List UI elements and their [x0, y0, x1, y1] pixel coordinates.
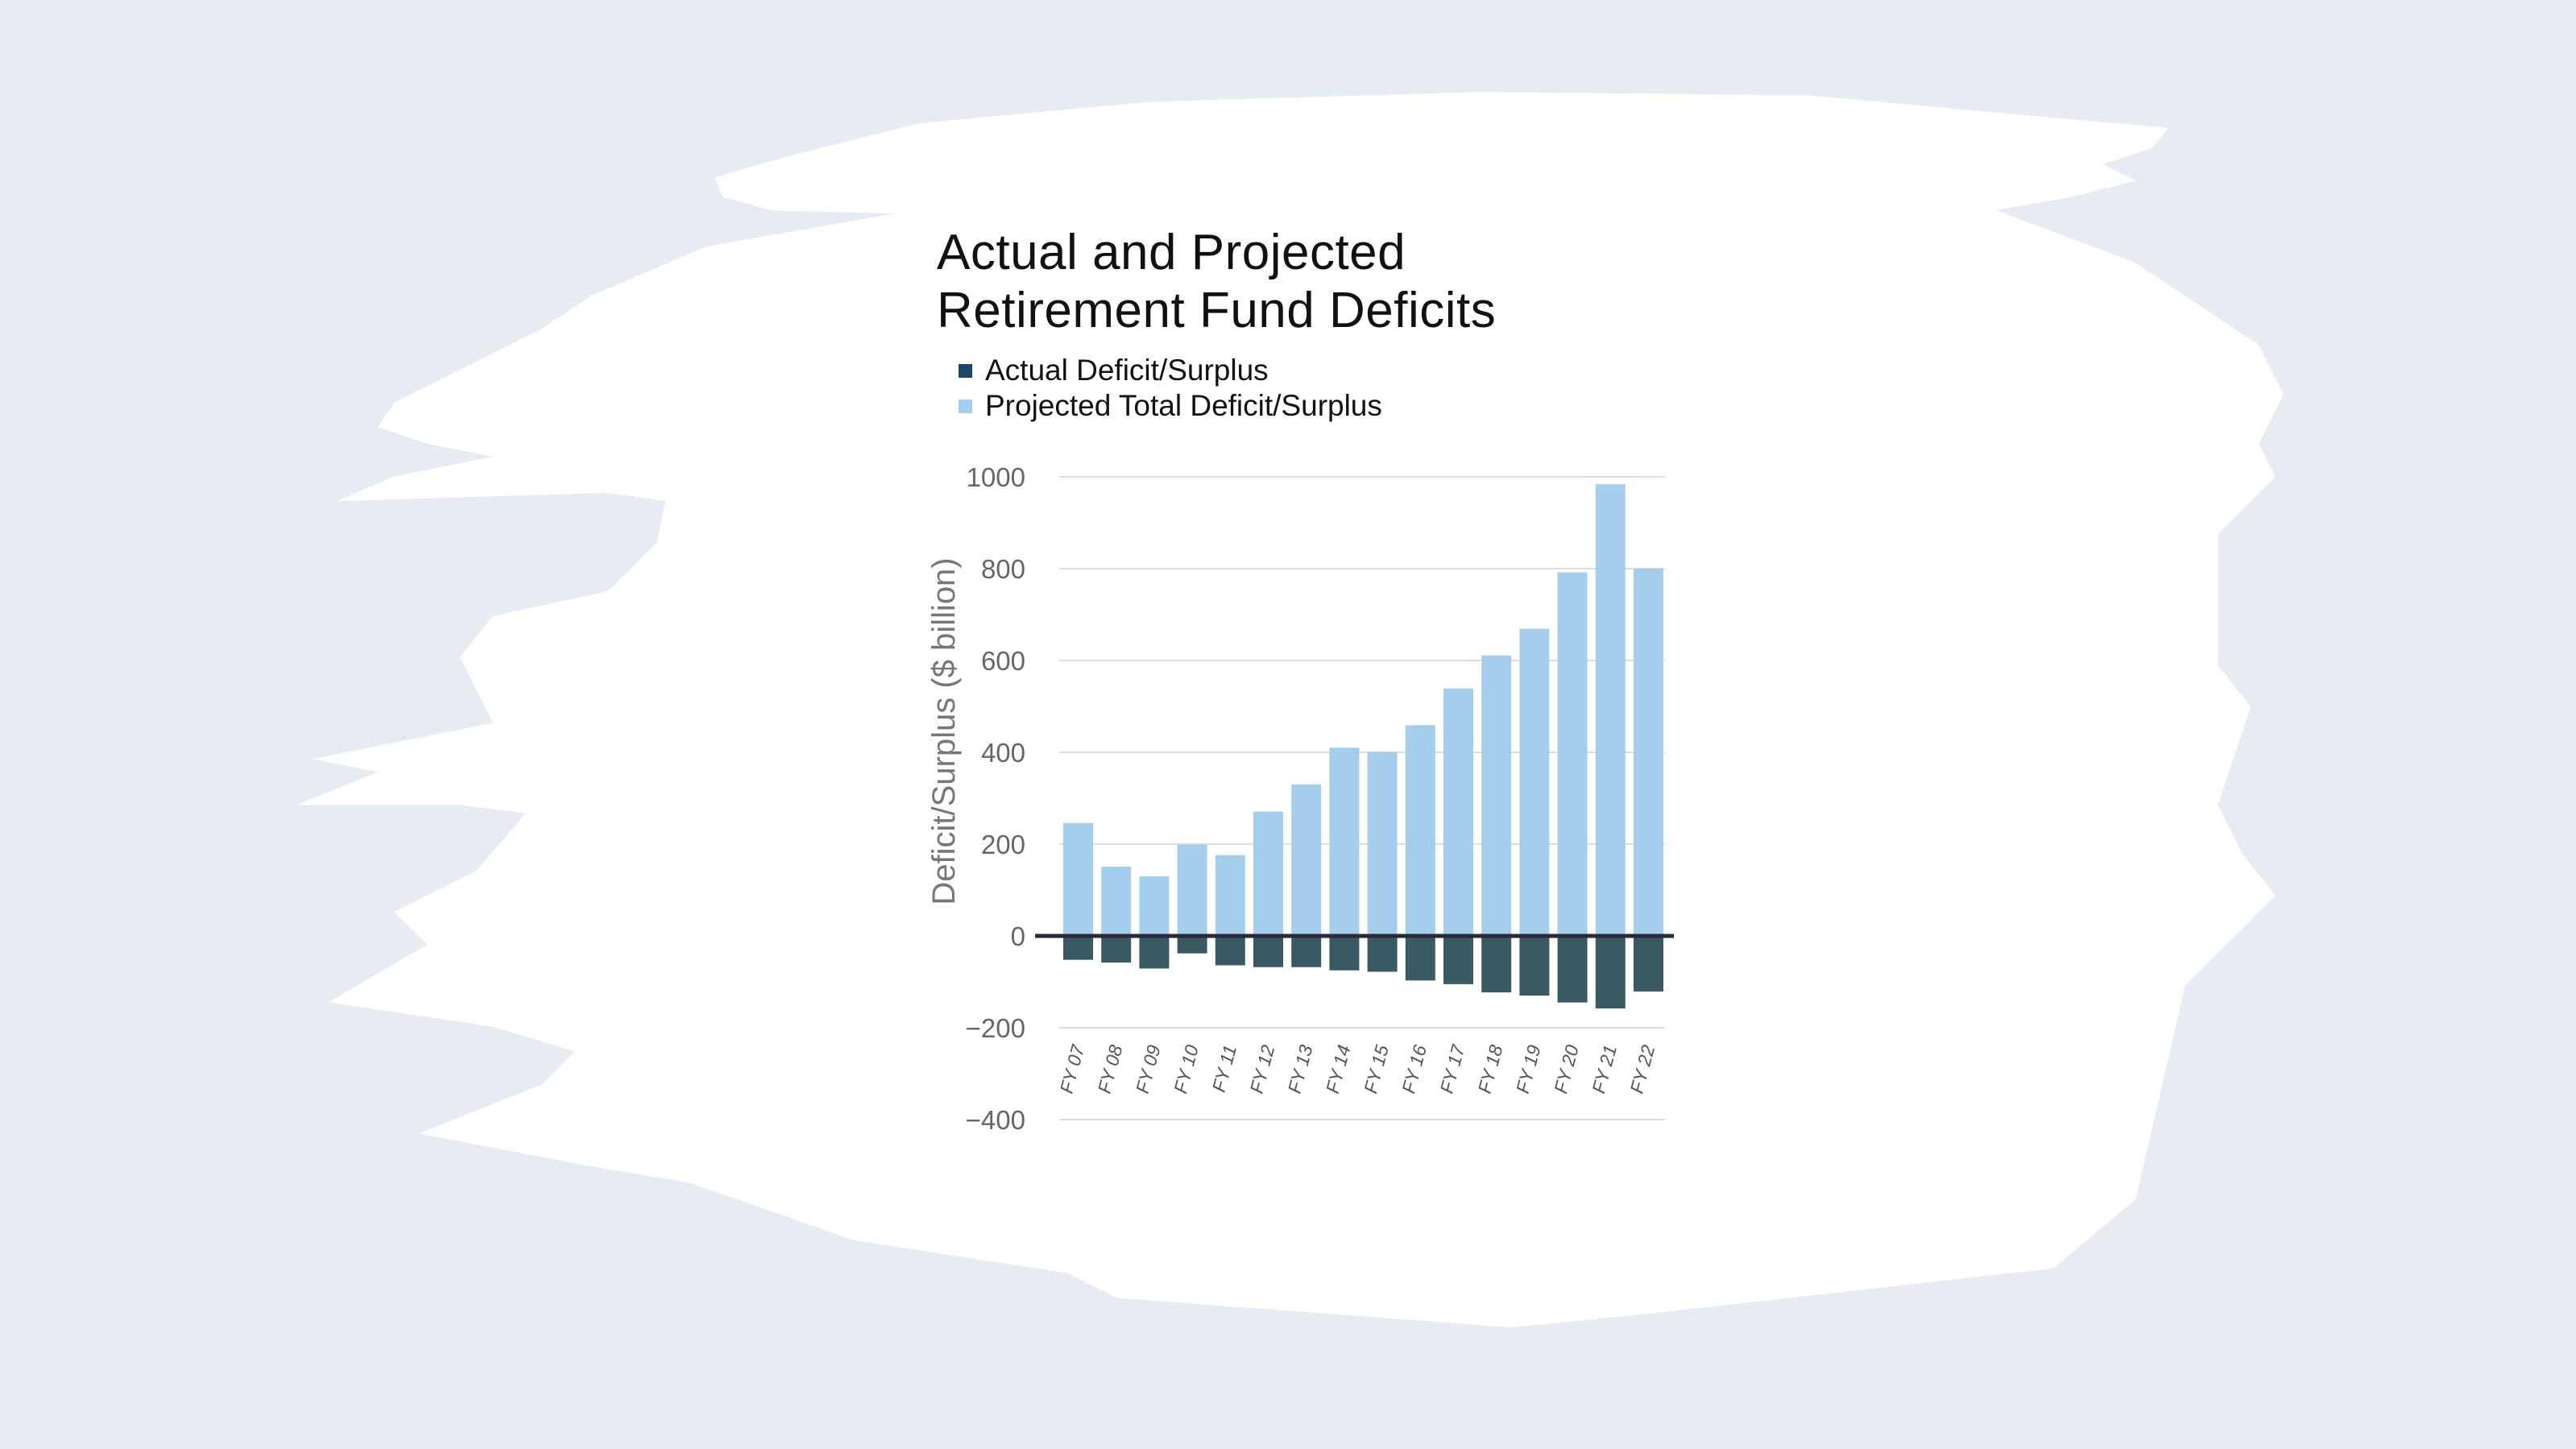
bar-projected [1634, 569, 1663, 936]
legend-label-actual: Actual Deficit/Surplus [985, 354, 1269, 387]
x-tick-label: FY 07 [1055, 1041, 1088, 1095]
bar-actual [1481, 936, 1512, 993]
bar-actual [1291, 936, 1322, 967]
title-line-2: Retirement Fund Deficits [937, 283, 1497, 338]
y-tick-label: 800 [981, 554, 1025, 584]
bar-projected [1177, 844, 1207, 936]
x-tick-label: FY 13 [1284, 1042, 1317, 1095]
legend-item-actual: Actual Deficit/Surplus [959, 353, 1382, 388]
legend-swatch-projected [959, 399, 972, 413]
chart-title: Actual and Projected Retirement Fund Def… [937, 224, 1496, 340]
legend: Actual Deficit/Surplus Projected Total D… [959, 353, 1382, 424]
x-tick-label: FY 14 [1322, 1043, 1355, 1096]
bar-actual [1329, 936, 1360, 971]
legend-swatch-actual [959, 363, 972, 378]
bar-projected [1481, 655, 1512, 936]
x-tick-label: FY 12 [1245, 1042, 1278, 1095]
bar-projected [1405, 725, 1435, 936]
bar-actual [1177, 936, 1207, 954]
legend-label-projected: Projected Total Deficit/Surplus [985, 389, 1382, 422]
bar-actual [1367, 936, 1398, 972]
bar-projected [1215, 855, 1245, 936]
bar-projected [1595, 484, 1626, 936]
y-axis-label: Deficit/Surplus ($ billion) [926, 557, 962, 905]
bar-projected [1367, 751, 1398, 936]
bar-actual [1215, 936, 1245, 966]
legend-item-projected: Projected Total Deficit/Surplus [959, 388, 1382, 424]
y-tick-label: 0 [1011, 921, 1025, 951]
bar-actual [1557, 936, 1588, 1003]
bar-projected [1557, 572, 1588, 936]
x-tick-label: FY 10 [1170, 1042, 1203, 1095]
bar-projected [1101, 866, 1132, 936]
x-tick-label: FY 20 [1550, 1042, 1583, 1095]
y-tick-label: 1000 [967, 462, 1025, 492]
bar-actual [1443, 936, 1473, 984]
x-tick-label: FY 17 [1435, 1041, 1468, 1095]
bar-projected [1253, 811, 1283, 936]
x-tick-label: FY 09 [1132, 1042, 1165, 1095]
title-line-1: Actual and Projected [937, 225, 1406, 280]
bar-actual [1595, 936, 1626, 1009]
bar-actual [1634, 936, 1663, 992]
bar-actual [1253, 936, 1283, 967]
bar-actual [1139, 936, 1170, 969]
bar-actual [1405, 936, 1435, 981]
bar-projected [1139, 876, 1170, 936]
bar-projected [1443, 688, 1473, 936]
x-tick-label: FY 15 [1360, 1042, 1393, 1095]
x-tick-label: FY 19 [1512, 1042, 1545, 1095]
x-tick-label: FY 16 [1398, 1042, 1431, 1095]
bar-projected [1063, 822, 1093, 936]
x-tick-label: FY 08 [1094, 1042, 1127, 1095]
y-tick-label: 600 [981, 646, 1025, 676]
x-tick-label: FY 11 [1208, 1043, 1240, 1095]
y-tick-label: 200 [981, 830, 1025, 859]
bar-projected [1519, 628, 1550, 936]
x-tick-label: FY 22 [1626, 1042, 1659, 1095]
x-tick-label: FY 18 [1474, 1042, 1507, 1095]
y-tick-label: −400 [966, 1105, 1025, 1135]
bar-actual [1063, 936, 1093, 960]
bar-projected [1329, 747, 1360, 936]
bar-actual [1101, 936, 1132, 963]
y-tick-label: −200 [966, 1013, 1025, 1043]
x-tick-label: FY 21 [1588, 1043, 1621, 1096]
y-tick-label: 400 [981, 738, 1025, 768]
bar-actual [1519, 936, 1550, 996]
bar-projected [1291, 784, 1322, 936]
